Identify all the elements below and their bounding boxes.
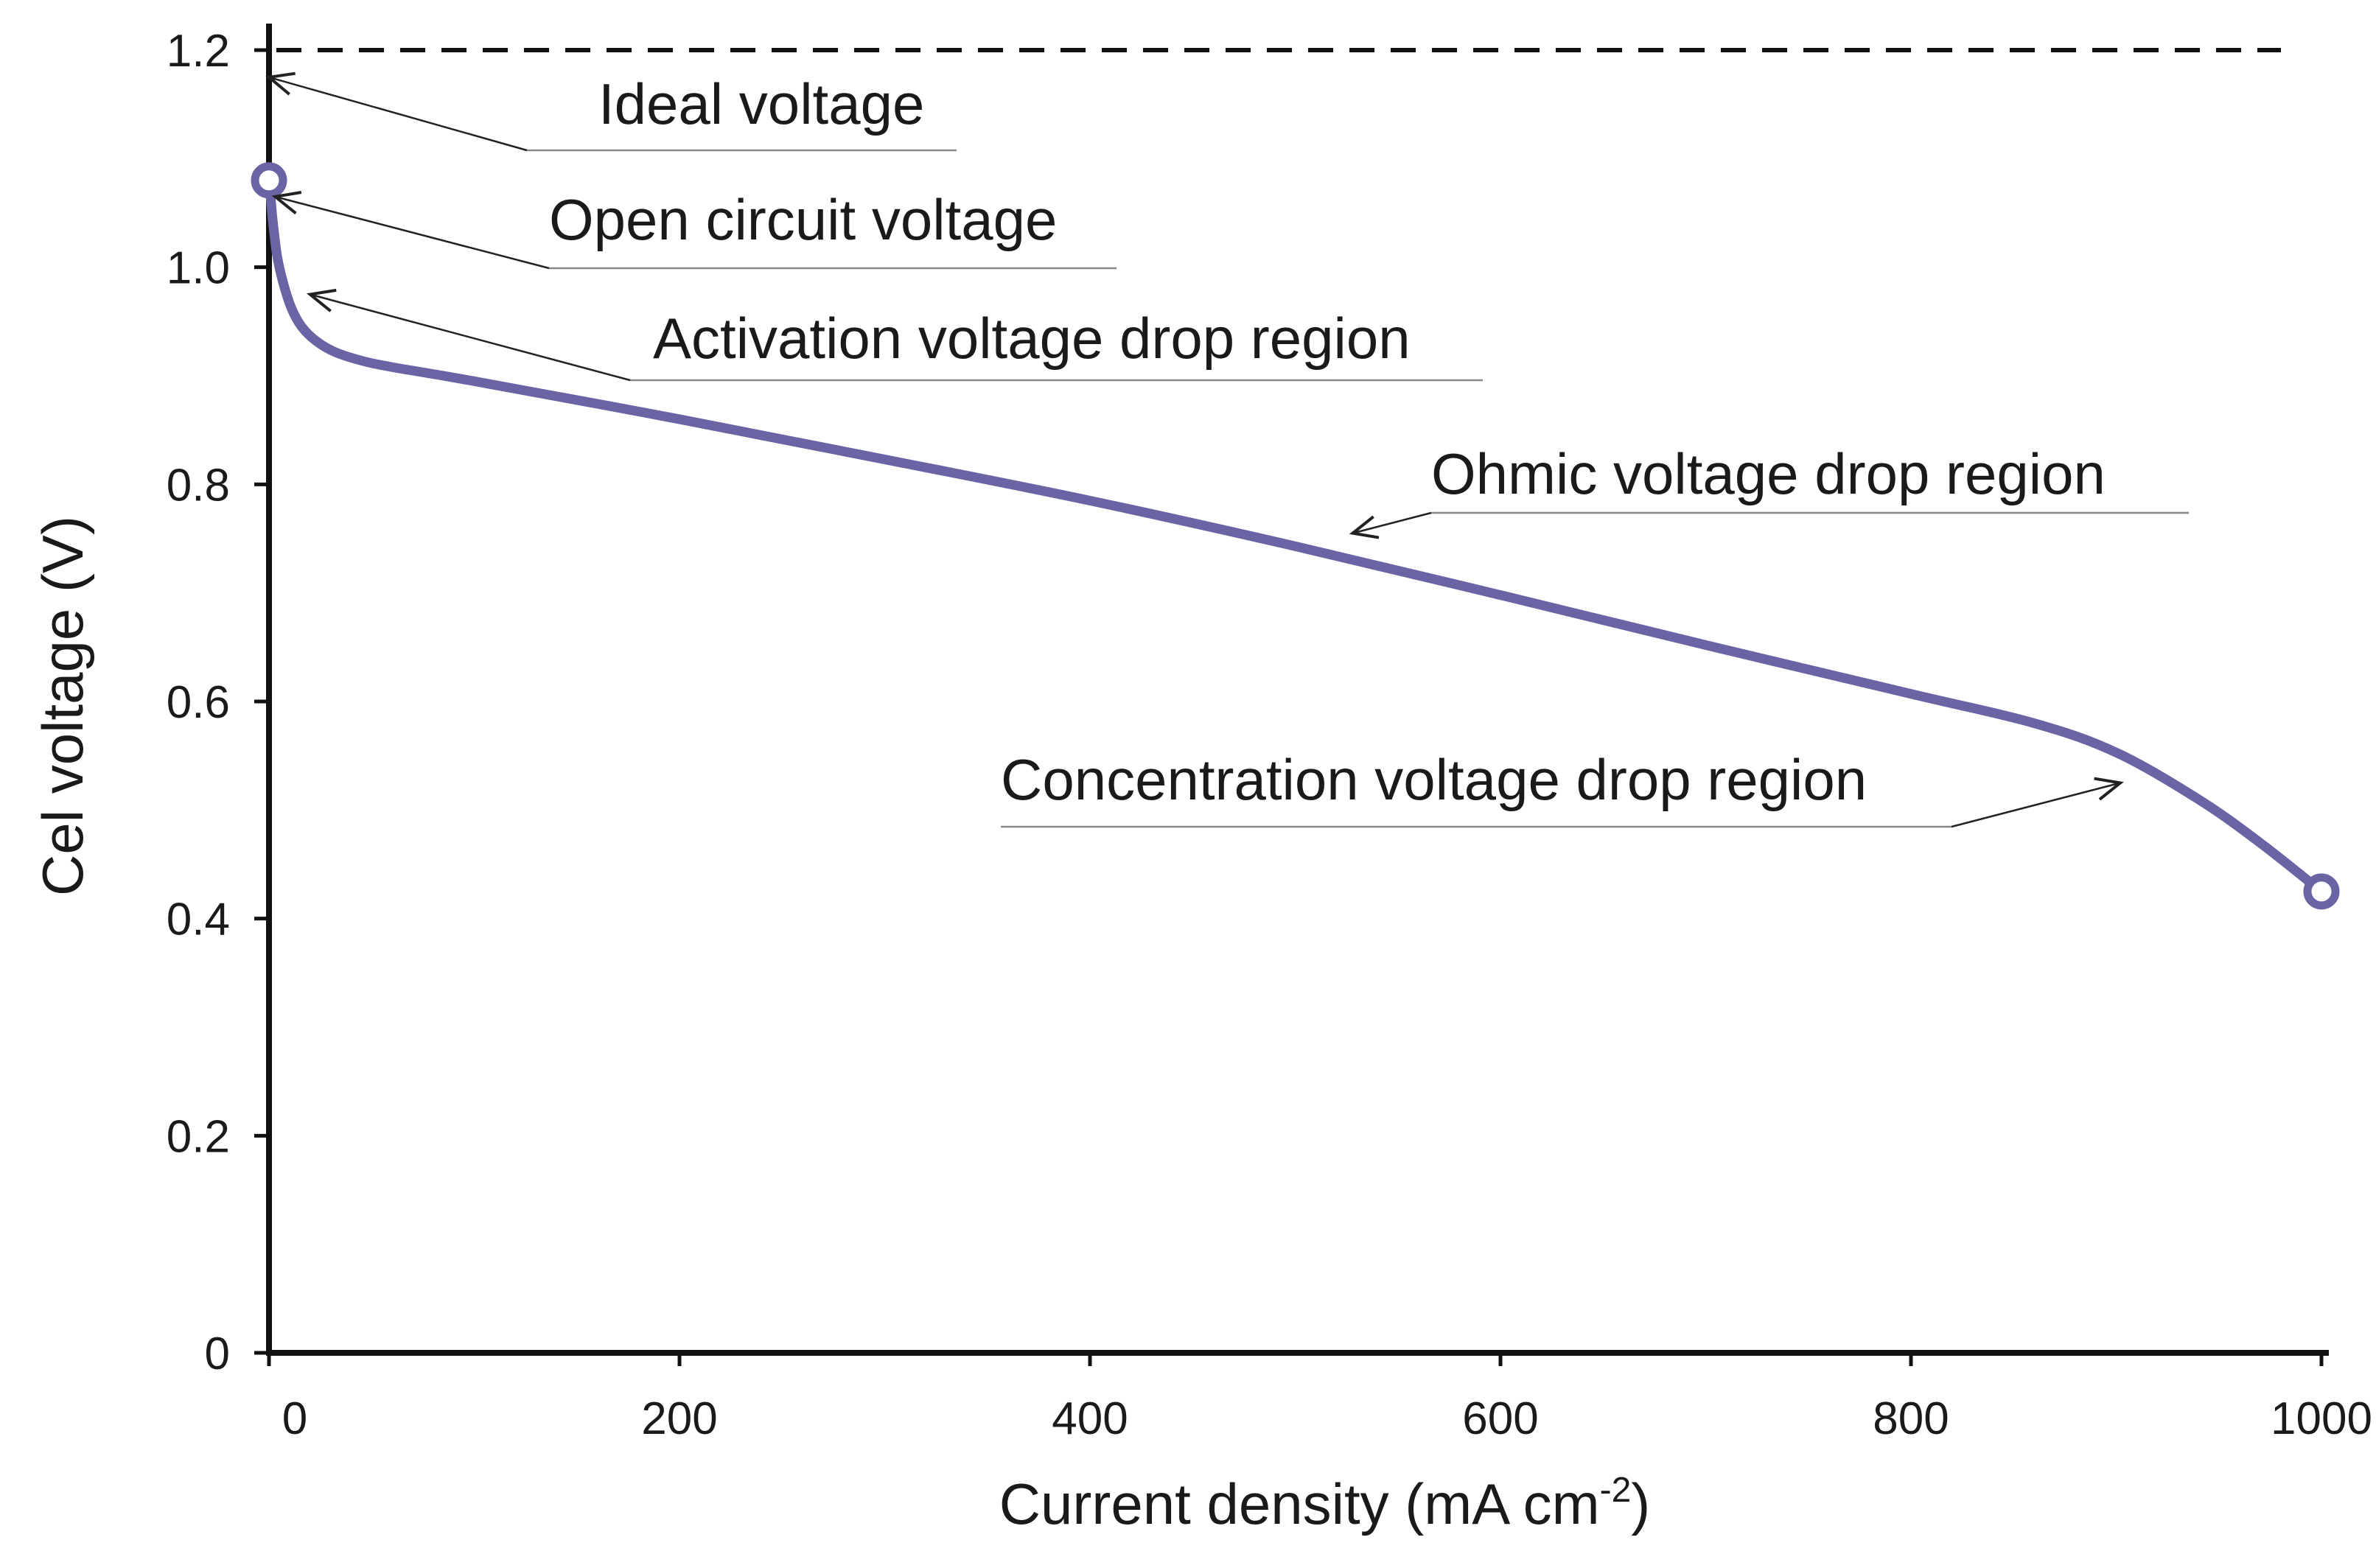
annotation-arrowhead — [271, 191, 302, 214]
y-tick-label: 1.2 — [167, 26, 230, 77]
y-tick-label: 0.2 — [167, 1111, 230, 1162]
x-tick-label: 600 — [1462, 1393, 1538, 1444]
annotation-label: Ideal voltage — [598, 71, 924, 136]
y-tick-label: 1.0 — [167, 243, 230, 294]
annotation-leader-line — [275, 195, 550, 270]
x-tick-label: 800 — [1873, 1393, 1949, 1444]
annotation-label: Open circuit voltage — [549, 187, 1057, 252]
annotation-arrowhead — [265, 71, 296, 96]
x-tick-label: 0 — [282, 1393, 307, 1444]
y-tick-label: 0.4 — [167, 895, 230, 945]
annotation-label: Activation voltage drop region — [653, 306, 1411, 371]
x-axis-title: Current density (mA cm-2) — [999, 1471, 1651, 1536]
x-tick-label: 200 — [641, 1393, 717, 1444]
annotation-label: Concentration voltage drop region — [1001, 747, 1867, 812]
x-axis-title-close: ) — [1631, 1471, 1650, 1536]
curve-endpoint-marker — [251, 162, 287, 199]
annotation-layer: Ideal voltage Open circuit voltage Activat… — [265, 71, 2189, 828]
annotation-leader-line — [268, 76, 528, 152]
annotation-leader-line — [1352, 511, 1432, 534]
x-tick-label: 400 — [1052, 1393, 1128, 1444]
y-axis-title: Cel voltage (V) — [30, 516, 95, 896]
polarization-curve — [264, 175, 2327, 897]
x-axis-ticks: 0 200 400 600 800 1000 — [267, 1353, 2372, 1444]
annotation-leader-line — [310, 293, 631, 382]
annotation-arrowhead — [306, 288, 337, 312]
annotation-leader-line — [1951, 782, 2121, 828]
y-axis-ticks: 0 0.2 0.4 0.6 0.8 1.0 1.2 — [167, 26, 269, 1379]
annotation-label: Ohmic voltage drop region — [1431, 441, 2106, 506]
curve-endpoint-marker — [2303, 873, 2340, 910]
annotation-arrowhead — [2094, 777, 2124, 801]
x-tick-label: 1000 — [2271, 1393, 2372, 1444]
y-tick-label: 0 — [205, 1329, 230, 1379]
x-axis-title-superscript: -2 — [1600, 1471, 1632, 1510]
y-tick-label: 0.8 — [167, 460, 230, 511]
y-tick-label: 0.6 — [167, 677, 230, 728]
series-layer — [251, 162, 2340, 910]
x-axis-title-text: Current density (mA cm — [999, 1471, 1600, 1536]
annotation-arrowhead — [1349, 515, 1380, 539]
